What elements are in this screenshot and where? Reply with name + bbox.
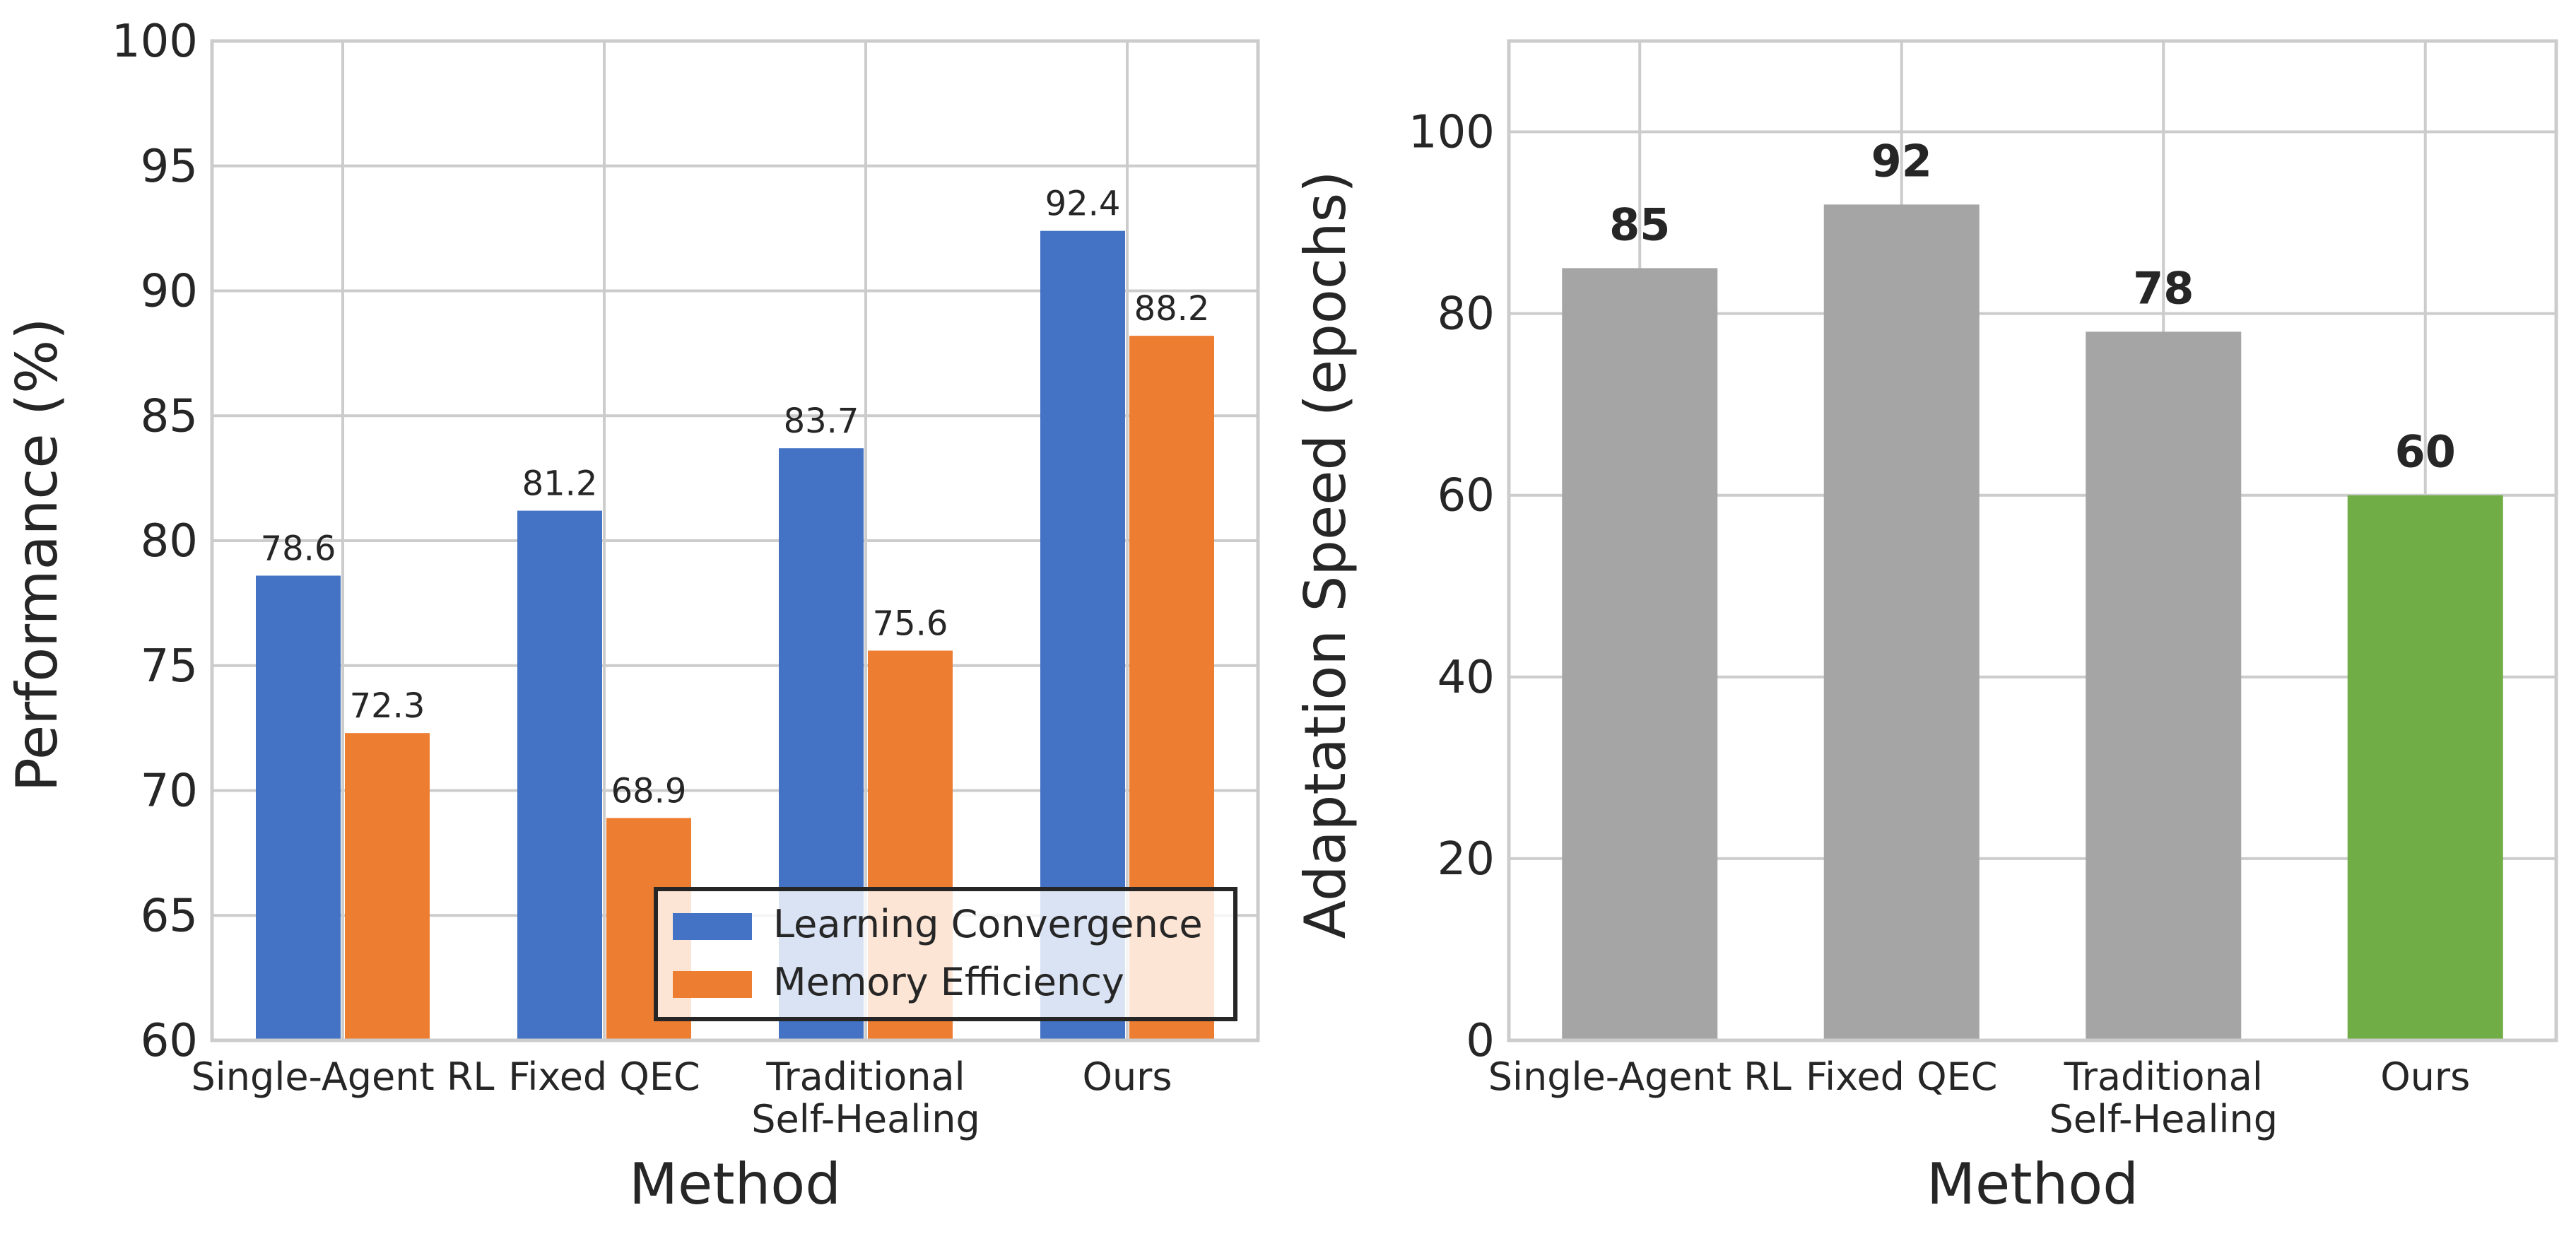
x-tick-label: Fixed QEC <box>1806 1054 1997 1099</box>
x-axis-label: Method <box>629 1151 841 1217</box>
performance-chart: 60 65 70 75 80 85 90 95 100 78.6 72.3 81.2 68.9 83.7 7… <box>4 16 1260 1217</box>
y-tick-label: 100 <box>1408 107 1495 159</box>
y-tick-label: 90 <box>141 266 198 318</box>
bar-single-agent-rl <box>1562 268 1718 1040</box>
y-tick-label: 60 <box>141 1015 198 1067</box>
y-tick-label: 60 <box>1437 470 1495 522</box>
x-tick-label: Traditional <box>2064 1054 2263 1099</box>
value-label: 85 <box>1609 199 1670 250</box>
y-tick-label: 80 <box>141 515 198 568</box>
value-label: 92.4 <box>1045 184 1121 224</box>
y-tick-label: 85 <box>141 390 198 442</box>
y-tick-label: 0 <box>1466 1015 1495 1067</box>
bar-learning-convergence-fixed-qec <box>517 510 602 1040</box>
value-label: 78 <box>2133 262 2194 314</box>
value-label: 72.3 <box>350 686 425 726</box>
bar-ours <box>2347 495 2503 1040</box>
value-label: 92 <box>1871 135 1932 187</box>
value-label: 60 <box>2395 426 2456 478</box>
bar-traditional-self-healing <box>2086 331 2242 1040</box>
x-tick-label: Single-Agent RL <box>192 1054 495 1099</box>
y-tick-label: 65 <box>141 890 198 942</box>
adaptation-speed-chart: 0 20 40 60 80 100 85 92 78 60 Single-Agent RL Fixed… <box>1293 39 2558 1217</box>
y-tick-label: 75 <box>141 640 198 693</box>
bar-memory-efficiency-single-agent-rl <box>345 733 430 1040</box>
legend-box <box>654 887 1237 1021</box>
value-label: 88.2 <box>1134 289 1210 329</box>
x-tick-label: Self-Healing <box>2049 1097 2278 1141</box>
x-tick-label: Self-Healing <box>751 1097 980 1141</box>
x-tick-label: Ours <box>1082 1054 1172 1099</box>
y-tick-label: 20 <box>1437 833 1495 886</box>
legend-swatch-memory-efficiency <box>673 971 752 998</box>
legend-label: Learning Convergence <box>773 902 1203 946</box>
x-tick-label: Fixed QEC <box>508 1054 700 1099</box>
x-tick-label: Traditional <box>765 1054 965 1099</box>
y-tick-label: 100 <box>112 16 198 68</box>
x-tick-label: Ours <box>2380 1054 2470 1099</box>
plot-frame <box>210 39 1260 1042</box>
legend-swatch-learning-convergence <box>673 913 752 940</box>
y-tick-label: 70 <box>141 765 198 818</box>
x-tick-label: Single-Agent RL <box>1488 1054 1792 1099</box>
legend-label: Memory Efficiency <box>773 960 1124 1004</box>
plot-frame <box>1507 39 2558 1042</box>
bar-fixed-qec <box>1823 204 1980 1040</box>
value-label: 75.6 <box>873 604 948 644</box>
x-axis-label: Method <box>1927 1151 2139 1217</box>
value-label: 83.7 <box>784 401 859 441</box>
y-axis-label: Performance (%) <box>4 318 70 792</box>
y-tick-label: 80 <box>1437 288 1495 341</box>
y-axis-label: Adaptation Speed (epochs) <box>1293 171 1358 939</box>
value-label: 68.9 <box>611 771 687 811</box>
y-tick-label: 95 <box>141 141 198 193</box>
y-tick-label: 40 <box>1437 652 1495 704</box>
bar-learning-convergence-single-agent-rl <box>256 575 341 1040</box>
value-label: 78.6 <box>261 529 336 568</box>
value-label: 81.2 <box>522 464 598 504</box>
